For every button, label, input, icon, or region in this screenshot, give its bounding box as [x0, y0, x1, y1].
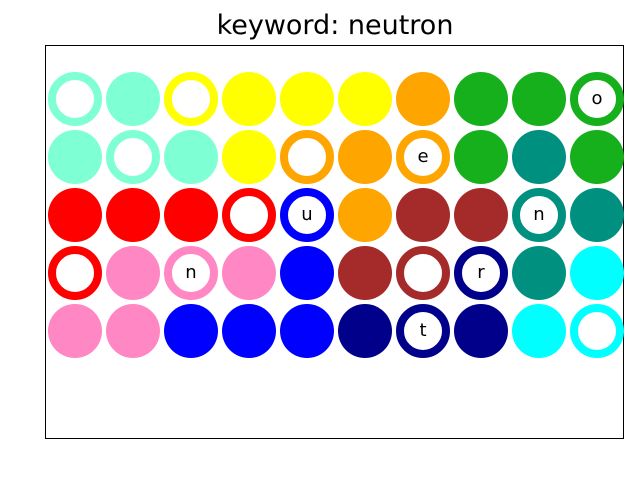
filled-cell-r2-c7[interactable] [454, 188, 508, 242]
filled-cell-r1-c9[interactable] [570, 130, 624, 184]
ring-cell-r3-c7[interactable]: r [454, 246, 508, 300]
ring-cell-r4-c9[interactable] [570, 304, 624, 358]
filled-cell-r4-c3[interactable] [222, 304, 276, 358]
filled-cell-r3-c4[interactable] [280, 246, 334, 300]
filled-cell-r3-c1[interactable] [106, 246, 160, 300]
cell-letter: o [591, 88, 603, 109]
ring-cell-r1-c6[interactable]: e [396, 130, 450, 184]
filled-cell-r0-c8[interactable] [512, 72, 566, 126]
filled-cell-r4-c7[interactable] [454, 304, 508, 358]
game-board: o e u n n r t [45, 45, 624, 439]
ring-cell-r2-c3[interactable] [222, 188, 276, 242]
filled-cell-r1-c2[interactable] [164, 130, 218, 184]
ring-cell-r1-c4[interactable] [280, 130, 334, 184]
filled-cell-r1-c7[interactable] [454, 130, 508, 184]
filled-cell-r0-c6[interactable] [396, 72, 450, 126]
filled-cell-r2-c6[interactable] [396, 188, 450, 242]
filled-cell-r2-c5[interactable] [338, 188, 392, 242]
ring-cell-r3-c6[interactable] [396, 246, 450, 300]
cell-letter: r [477, 262, 485, 283]
filled-cell-r0-c5[interactable] [338, 72, 392, 126]
filled-cell-r1-c5[interactable] [338, 130, 392, 184]
filled-cell-r0-c7[interactable] [454, 72, 508, 126]
ring-cell-r0-c9[interactable]: o [570, 72, 624, 126]
filled-cell-r3-c8[interactable] [512, 246, 566, 300]
ring-cell-r3-c0[interactable] [48, 246, 102, 300]
ring-cell-r4-c6[interactable]: t [396, 304, 450, 358]
cell-letter: n [185, 262, 197, 283]
cell-letter: e [417, 146, 429, 167]
filled-cell-r4-c4[interactable] [280, 304, 334, 358]
filled-cell-r3-c5[interactable] [338, 246, 392, 300]
filled-cell-r2-c0[interactable] [48, 188, 102, 242]
ring-cell-r0-c2[interactable] [164, 72, 218, 126]
filled-cell-r2-c1[interactable] [106, 188, 160, 242]
filled-cell-r4-c2[interactable] [164, 304, 218, 358]
filled-cell-r0-c4[interactable] [280, 72, 334, 126]
cell-letter: t [419, 320, 427, 341]
filled-cell-r3-c3[interactable] [222, 246, 276, 300]
filled-cell-r3-c9[interactable] [570, 246, 624, 300]
cell-letter: u [301, 204, 313, 225]
filled-cell-r1-c0[interactable] [48, 130, 102, 184]
filled-cell-r0-c1[interactable] [106, 72, 160, 126]
filled-cell-r4-c8[interactable] [512, 304, 566, 358]
filled-cell-r1-c3[interactable] [222, 130, 276, 184]
ring-cell-r0-c0[interactable] [48, 72, 102, 126]
cell-letter: n [533, 204, 545, 225]
filled-cell-r1-c8[interactable] [512, 130, 566, 184]
ring-cell-r2-c8[interactable]: n [512, 188, 566, 242]
filled-cell-r2-c9[interactable] [570, 188, 624, 242]
ring-cell-r1-c1[interactable] [106, 130, 160, 184]
filled-cell-r4-c1[interactable] [106, 304, 160, 358]
filled-cell-r4-c0[interactable] [48, 304, 102, 358]
ring-cell-r3-c2[interactable]: n [164, 246, 218, 300]
ring-cell-r2-c4[interactable]: u [280, 188, 334, 242]
filled-cell-r2-c2[interactable] [164, 188, 218, 242]
filled-cell-r0-c3[interactable] [222, 72, 276, 126]
filled-cell-r4-c5[interactable] [338, 304, 392, 358]
game-title: keyword: neutron [216, 10, 454, 41]
